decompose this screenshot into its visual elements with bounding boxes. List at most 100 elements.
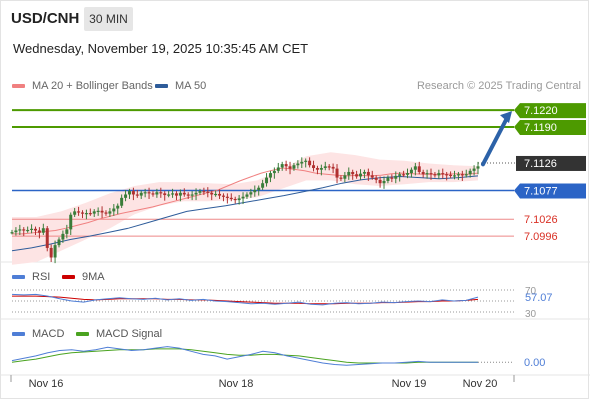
candle-body — [221, 195, 225, 197]
candle-body — [131, 191, 135, 195]
candle-body — [366, 171, 370, 176]
legend-rsi-ma: 9MA — [62, 271, 105, 283]
candle — [374, 175, 378, 184]
target-price-tag — [514, 119, 586, 135]
candle — [312, 160, 316, 172]
candle-body — [296, 163, 300, 166]
candle — [108, 207, 112, 217]
legend-rsi: RSI — [12, 271, 50, 283]
candle — [343, 171, 347, 183]
candle — [464, 169, 468, 178]
candle-body — [155, 192, 159, 195]
candle-body — [425, 173, 429, 175]
candle-body — [460, 174, 464, 176]
candle-body — [343, 175, 347, 179]
datetime-label: Wednesday, November 19, 2025 10:35:45 AM… — [13, 41, 309, 56]
bollinger-band — [12, 152, 478, 265]
candle — [429, 168, 433, 180]
candle — [339, 175, 343, 181]
candle-body — [280, 164, 284, 168]
rsi-level-label: 70 — [525, 286, 537, 297]
legend-ma20-label: MA 20 + Bollinger Bands — [32, 80, 153, 92]
ma50-line — [11, 175, 479, 252]
candle-body — [61, 233, 65, 240]
candle — [57, 237, 61, 248]
candle — [33, 226, 37, 235]
candle — [366, 168, 370, 181]
candle-body — [378, 179, 382, 184]
candle — [120, 194, 124, 208]
candle-body — [245, 194, 249, 197]
candle — [96, 207, 100, 216]
candle-body — [100, 210, 104, 213]
candle — [221, 193, 225, 202]
candle — [296, 160, 300, 169]
legend-macd-label: MACD — [32, 328, 65, 340]
candle-body — [30, 228, 34, 230]
candle-body — [49, 247, 53, 258]
candle-body — [398, 174, 402, 176]
rsi-line — [11, 293, 479, 306]
candle-body — [88, 213, 92, 215]
candle-body — [249, 192, 253, 195]
candle-body — [327, 166, 331, 168]
candle-body — [116, 205, 120, 209]
candle — [80, 210, 84, 219]
candle-body — [308, 160, 312, 166]
legend-macd-signal: MACD Signal — [76, 328, 162, 340]
candle-body — [124, 194, 128, 198]
candle-body — [300, 161, 304, 164]
candle-body — [45, 228, 49, 248]
candle — [139, 190, 143, 199]
candle — [147, 187, 151, 199]
candle-body — [57, 239, 61, 246]
candle-body — [190, 194, 194, 196]
candle-body — [120, 197, 124, 206]
legend-ma50-label: MA 50 — [175, 80, 207, 92]
candle-body — [339, 177, 343, 179]
candle-body — [382, 180, 386, 184]
candle-body — [359, 173, 363, 177]
candle — [45, 225, 49, 252]
candle — [174, 191, 178, 201]
candle — [104, 210, 108, 216]
candle-body — [171, 193, 175, 195]
candle-body — [159, 192, 163, 194]
candle — [233, 196, 237, 204]
candle-body — [112, 208, 116, 212]
candle — [331, 163, 335, 174]
candle-body — [135, 194, 139, 196]
candle — [225, 193, 229, 204]
candle — [194, 188, 198, 201]
candle — [92, 209, 96, 217]
candle — [472, 165, 476, 176]
macd-signal-swatch — [76, 332, 89, 336]
candle-body — [304, 160, 308, 162]
candle — [131, 187, 135, 201]
candle — [347, 167, 351, 180]
candle-body — [214, 193, 218, 196]
candle — [22, 227, 26, 237]
x-tick-label: Nov 16 — [29, 378, 64, 390]
candle-body — [14, 230, 18, 233]
rsi-ma-swatch — [62, 275, 75, 279]
candle — [249, 188, 253, 198]
timeframe-button[interactable]: 30 MIN — [84, 7, 133, 31]
current-price-label: 7.1126 — [524, 158, 557, 170]
x-tick-label: Nov 18 — [219, 378, 254, 390]
candle-body — [84, 213, 88, 215]
candle-body — [233, 198, 237, 201]
pivot-price-tag — [514, 183, 586, 199]
candle-body — [174, 193, 178, 196]
candle — [370, 170, 374, 180]
candle-body — [41, 228, 45, 233]
candle — [460, 170, 464, 181]
candle — [319, 164, 323, 176]
candle-body — [402, 174, 406, 176]
candle-body — [241, 196, 245, 199]
candle — [202, 187, 206, 196]
candle — [284, 160, 288, 171]
candle — [406, 168, 410, 179]
candle-body — [265, 177, 269, 184]
